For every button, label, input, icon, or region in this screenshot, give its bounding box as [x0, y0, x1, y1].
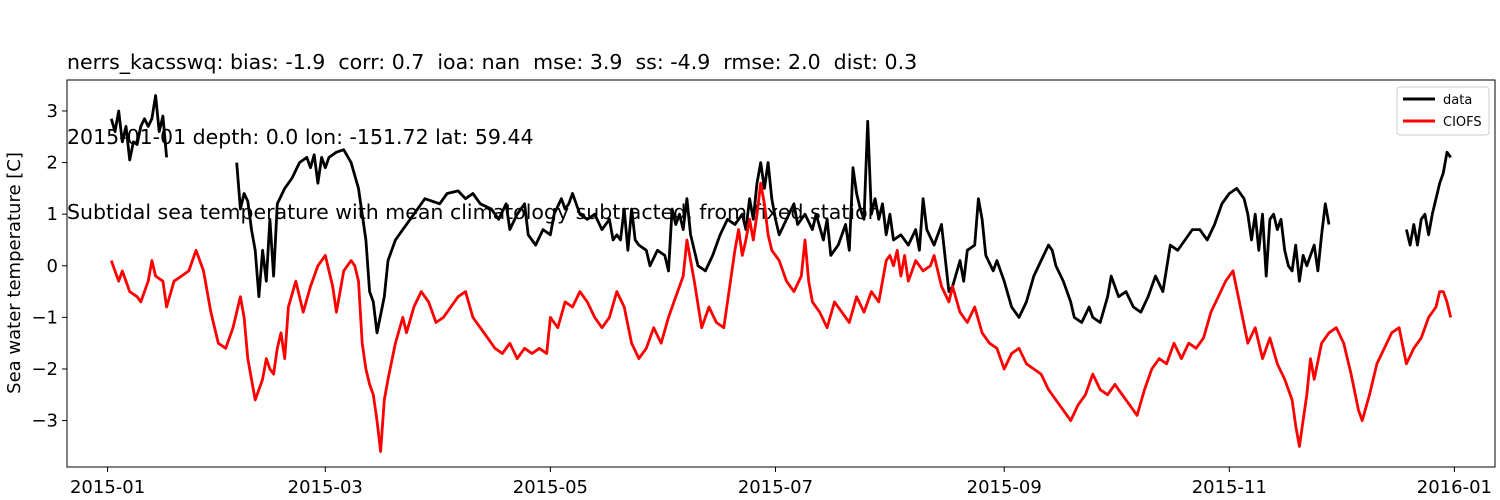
series-line-data-segment-2 [1405, 150, 1452, 247]
y-tick-label: 1 [47, 204, 58, 225]
y-axis: −3 −2 −1 0 1 2 3 [31, 101, 67, 432]
series-line-data-segment-0 [109, 94, 168, 162]
y-tick-label: 0 [47, 256, 58, 277]
series-line-ciofs-segment-0 [109, 181, 1453, 453]
x-tick-label: 2015-11 [1192, 477, 1267, 498]
axes-frame [66, 79, 1496, 468]
y-tick-label: 3 [47, 101, 58, 122]
x-tick-label: 2015-01 [70, 477, 145, 498]
legend-label-ciofs: CIOFS [1443, 115, 1482, 130]
y-tick-label: 2 [47, 153, 58, 174]
x-tick-label: 2015-07 [738, 477, 813, 498]
chart-title: nerrs_kacsswq: bias: -1.9 corr: 0.7 ioa:… [67, 0, 917, 250]
series-line-data-segment-1 [235, 119, 1331, 335]
plot-area [109, 94, 1453, 453]
title-line-stats: nerrs_kacsswq: bias: -1.9 corr: 0.7 ioa:… [67, 50, 918, 74]
legend-label-data: data [1443, 93, 1472, 108]
y-tick-label: −2 [31, 359, 58, 380]
legend: data CIOFS [1396, 86, 1490, 136]
title-line-description: Subtidal sea temperature with mean clima… [67, 200, 881, 224]
x-axis: 2015-01 2015-03 2015-05 2015-07 2015-09 2015-… [70, 467, 1492, 498]
y-tick-label: −3 [31, 411, 58, 432]
x-tick-label: 2015-05 [513, 477, 588, 498]
x-tick-label: 2016-01 [1417, 477, 1492, 498]
y-axis-label: Sea water temperature [C] [4, 152, 25, 394]
x-tick-label: 2015-09 [967, 477, 1042, 498]
y-tick-label: −1 [31, 307, 58, 328]
title-line-location: 2015-01-01 depth: 0.0 lon: -151.72 lat: … [67, 125, 534, 149]
x-tick-label: 2015-03 [288, 477, 363, 498]
